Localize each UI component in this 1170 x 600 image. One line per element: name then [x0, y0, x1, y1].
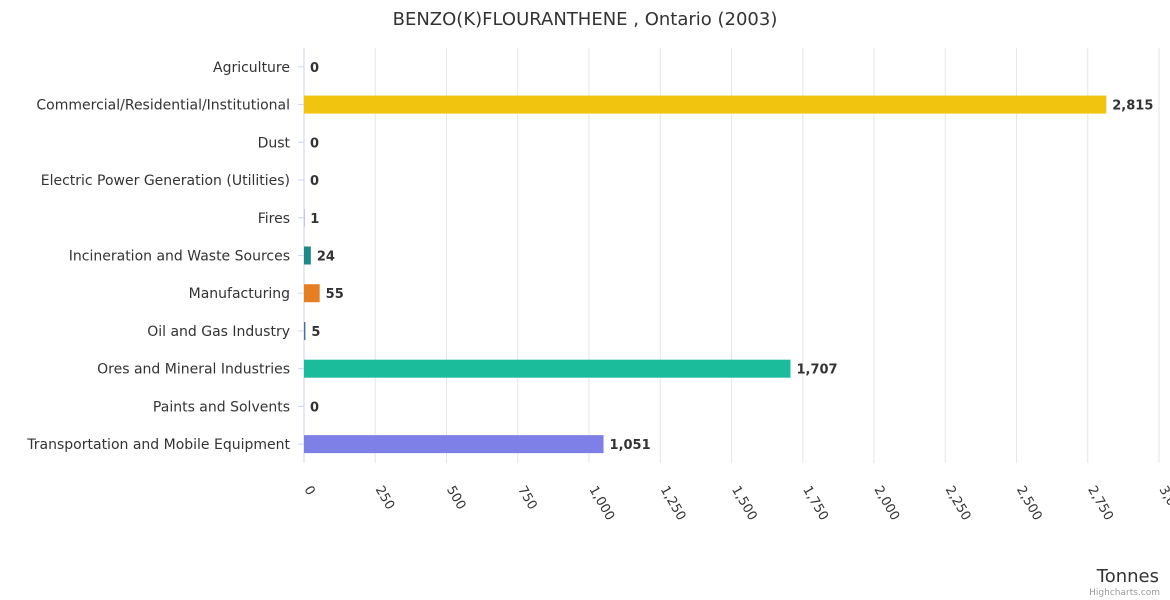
x-tick-label: 2,750	[1084, 484, 1116, 524]
bars	[304, 95, 1107, 454]
x-tick-label: 1,750	[799, 484, 831, 524]
x-tick-label: 2,500	[1013, 484, 1045, 524]
category-labels: Agriculture Commercial/Residential/Instit…	[26, 60, 304, 453]
x-tick-label: 1,250	[657, 484, 689, 524]
data-label: 0	[310, 400, 319, 415]
category-label: Transportation and Mobile Equipment	[26, 437, 290, 453]
chart-title: BENZO(K)FLOURANTHENE , Ontario (2003)	[393, 9, 778, 30]
x-tick-label: 1,500	[728, 484, 760, 524]
bar[interactable]	[304, 95, 1107, 114]
x-axis-title: Tonnes	[1096, 566, 1159, 587]
bar[interactable]	[304, 284, 320, 303]
data-label: 5	[311, 325, 320, 340]
data-label: 1,051	[610, 438, 651, 453]
data-label: 24	[317, 250, 335, 265]
x-tick-label: 1,000	[586, 484, 618, 524]
bar[interactable]	[304, 359, 791, 378]
data-label: 1,707	[796, 363, 837, 378]
category-label: Manufacturing	[189, 286, 290, 302]
x-tick-label: 0	[301, 484, 318, 499]
x-tick-label: 250	[372, 484, 397, 513]
bar[interactable]	[304, 435, 604, 454]
data-label: 55	[326, 287, 344, 302]
category-label: Oil and Gas Industry	[147, 324, 290, 340]
category-label: Electric Power Generation (Utilities)	[41, 173, 290, 189]
x-axis-ticks: 0 250 500 750 1,000 1,250 1,500 1,750 2,000 2,250…	[301, 484, 1170, 524]
x-tick-label: 2,000	[871, 484, 903, 524]
category-label: Incineration and Waste Sources	[69, 249, 290, 265]
category-label: Dust	[258, 135, 291, 151]
x-tick-label: 500	[443, 484, 468, 513]
x-tick-label: 3,000	[1156, 484, 1170, 524]
category-label: Paints and Solvents	[153, 399, 290, 415]
category-label: Fires	[258, 211, 290, 227]
category-label: Agriculture	[213, 60, 290, 76]
category-label: Ores and Mineral Industries	[97, 362, 290, 378]
bar[interactable]	[304, 246, 311, 265]
data-label: 1	[310, 212, 319, 227]
data-label: 0	[310, 61, 319, 76]
x-tick-label: 750	[514, 484, 539, 513]
category-label: Commercial/Residential/Institutional	[36, 98, 290, 114]
x-tick-label: 2,250	[942, 484, 974, 524]
data-label: 0	[310, 174, 319, 189]
data-label: 2,815	[1112, 99, 1153, 114]
data-label: 0	[310, 136, 319, 151]
bar[interactable]	[304, 321, 306, 340]
credits[interactable]: Highcharts.com	[1089, 588, 1160, 598]
